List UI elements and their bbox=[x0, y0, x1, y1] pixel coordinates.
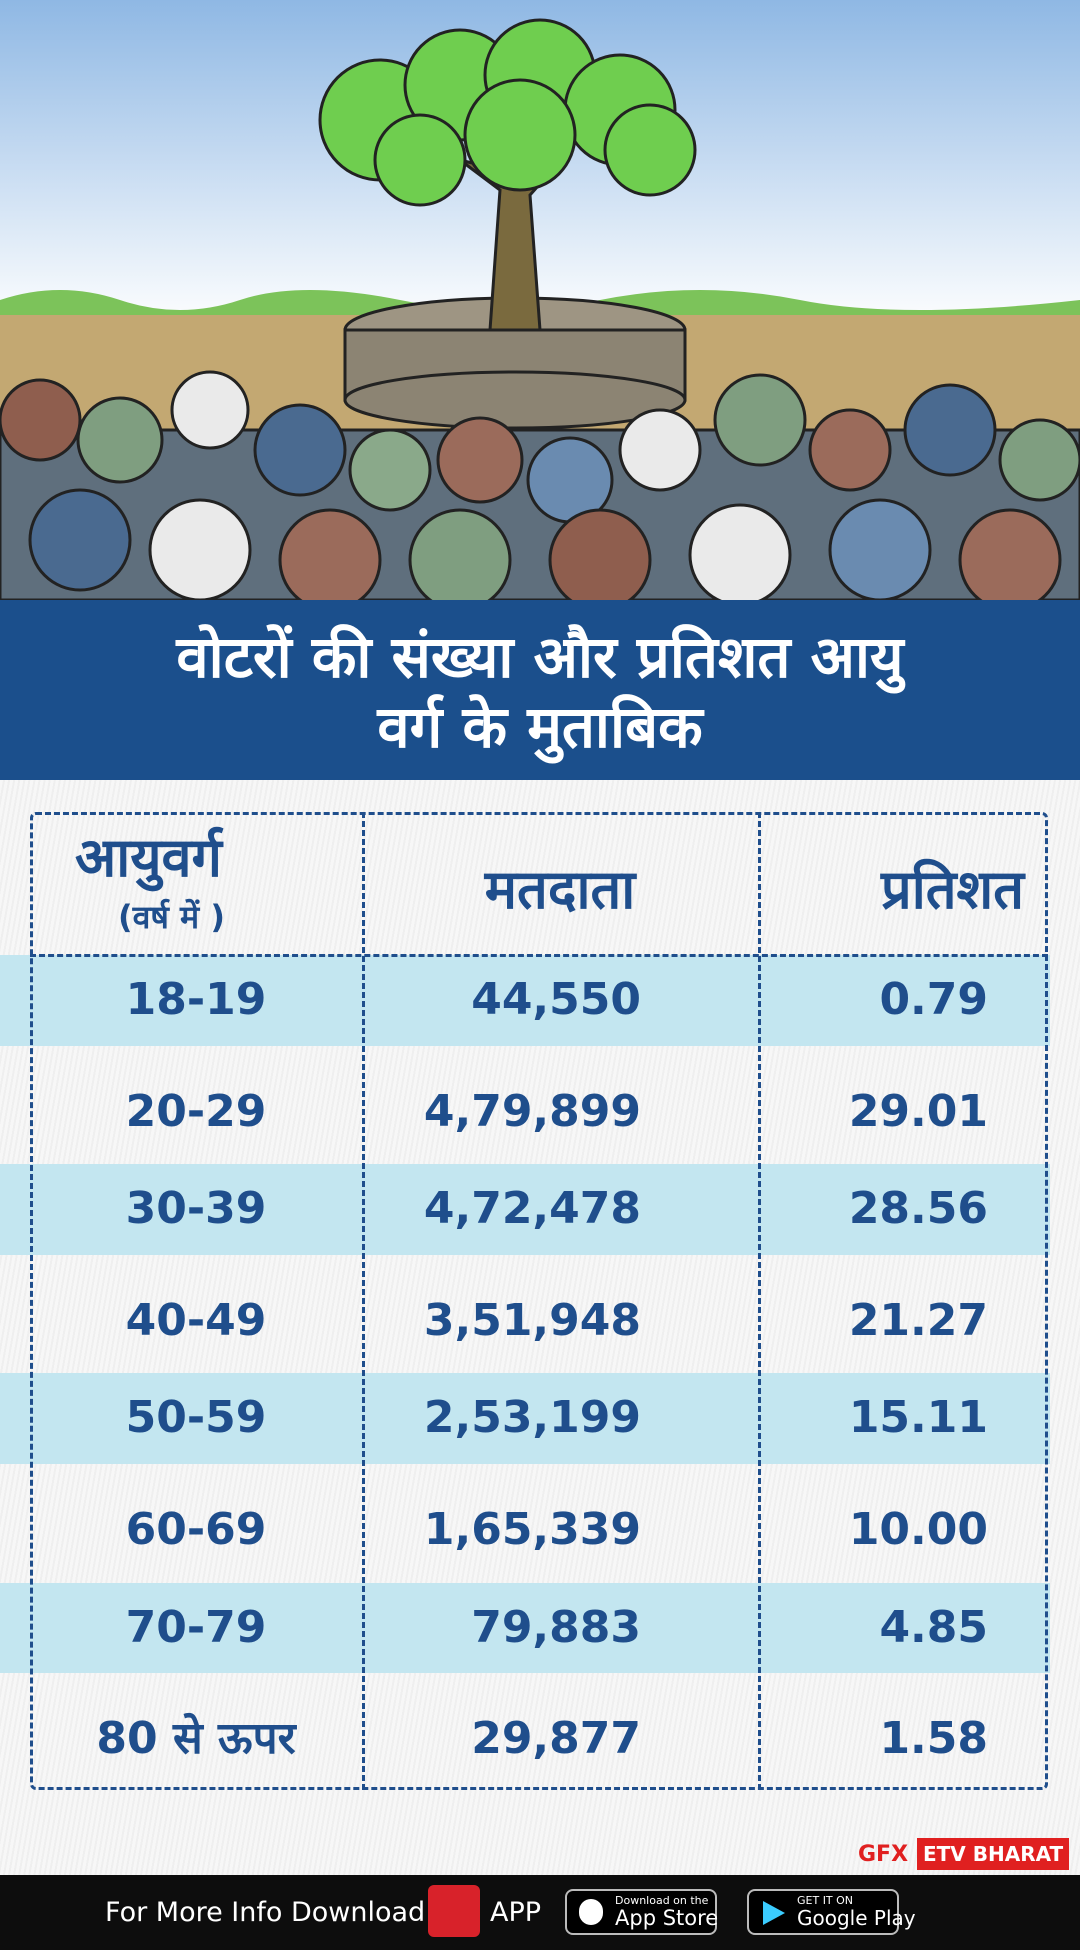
gfx-label: GFX bbox=[858, 1842, 909, 1867]
table-cell: 2,53,199 bbox=[423, 1392, 641, 1444]
googleplay-badge[interactable]: GET IT ON Google Play bbox=[747, 1889, 916, 1935]
table-cell: 4.85 bbox=[879, 1601, 988, 1653]
table-cell: 70-79 bbox=[125, 1601, 267, 1653]
column-divider bbox=[758, 812, 761, 1790]
table-cell: 28.56 bbox=[848, 1183, 988, 1235]
table-cell: 80 से ऊपर bbox=[96, 1713, 296, 1765]
footer-app: APP bbox=[490, 1897, 542, 1928]
header-divider bbox=[30, 954, 1048, 957]
table-cell: 4,72,478 bbox=[423, 1183, 641, 1235]
badge-text: App Store bbox=[615, 1906, 719, 1930]
badge-small: Download on the bbox=[615, 1894, 709, 1907]
table-cell: 1,65,339 bbox=[423, 1504, 641, 1555]
table-cell: 50-59 bbox=[125, 1392, 267, 1444]
title-line: वोटरों की संख्या और प्रतिशत आयु bbox=[176, 623, 904, 691]
badge-text: Google Play bbox=[797, 1906, 916, 1930]
table-cell: 60-69 bbox=[125, 1504, 267, 1555]
table-cell: 3,51,948 bbox=[423, 1294, 641, 1346]
table-cell: 30-39 bbox=[125, 1183, 267, 1235]
table-cell: 21.27 bbox=[848, 1294, 988, 1346]
table-cell: 44,550 bbox=[471, 974, 641, 1025]
header-cell: प्रतिशत bbox=[881, 858, 1024, 921]
table-cell: 20-29 bbox=[125, 1085, 267, 1137]
row-band bbox=[0, 1373, 1050, 1464]
appstore-badge[interactable]: Download on the App Store bbox=[565, 1889, 719, 1935]
table-cell: 29,877 bbox=[471, 1713, 641, 1765]
column-divider bbox=[362, 812, 365, 1790]
title-banner: वोटरों की संख्या और प्रतिशत आयु वर्ग के … bbox=[0, 600, 1080, 780]
row-band bbox=[0, 1582, 1050, 1674]
table-cell: 0.79 bbox=[879, 974, 988, 1025]
illustration bbox=[0, 0, 1080, 600]
footer: For More Info Download APP bbox=[0, 1875, 1080, 1950]
header-cell: मतदाता bbox=[484, 858, 636, 921]
badge-small: GET IT ON bbox=[797, 1894, 854, 1907]
table-frame bbox=[30, 812, 1048, 1790]
header-note: (वर्ष में ) bbox=[118, 898, 225, 936]
apple-icon bbox=[579, 1899, 603, 1925]
table-cell: 40-49 bbox=[125, 1294, 267, 1346]
table-cell: 1.58 bbox=[879, 1713, 988, 1765]
table-cell: 15.11 bbox=[848, 1392, 988, 1444]
row-band bbox=[0, 955, 1050, 1046]
table-cell: 29.01 bbox=[848, 1085, 988, 1137]
header-cell: आयुवर्ग bbox=[75, 826, 222, 889]
app-logo bbox=[428, 1885, 480, 1937]
row-band bbox=[0, 1164, 1050, 1255]
footer-text: For More Info Download bbox=[105, 1897, 426, 1928]
title-line: वर्ग के मुताबिक bbox=[377, 693, 703, 761]
table-cell: 10.00 bbox=[848, 1504, 988, 1555]
table-cell: 79,883 bbox=[471, 1601, 641, 1653]
table-cell: 18-19 bbox=[125, 974, 267, 1025]
play-icon bbox=[763, 1901, 785, 1925]
table-cell: 4,79,899 bbox=[423, 1085, 641, 1137]
brand-label: ETV BHARAT bbox=[917, 1838, 1070, 1870]
